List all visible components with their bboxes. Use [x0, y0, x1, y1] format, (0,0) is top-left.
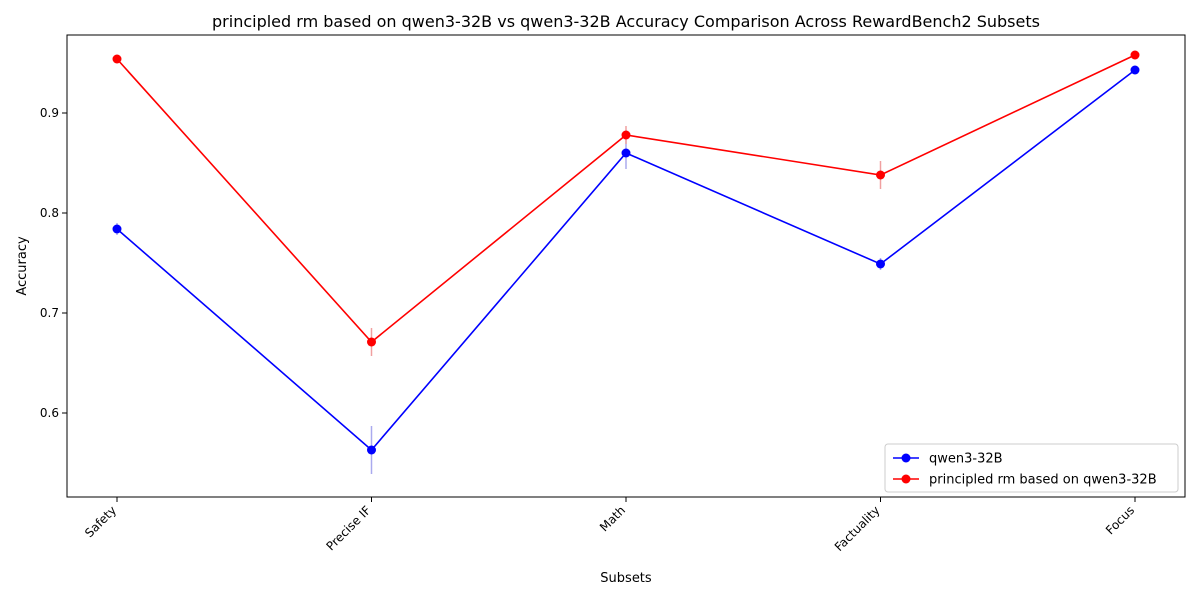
y-axis: 0.6 0.7 0.8 0.9	[40, 106, 67, 420]
x-tick-label: Precise IF	[323, 503, 373, 553]
data-point	[112, 224, 122, 234]
series-principled-rm	[112, 50, 1140, 356]
legend: qwen3-32B principled rm based on qwen3-32…	[884, 443, 1179, 493]
data-point	[876, 170, 885, 180]
data-point	[1130, 65, 1140, 75]
y-tick-label: 0.9	[40, 106, 59, 120]
legend-marker	[901, 453, 911, 463]
chart-title: principled rm based on qwen3-32B vs qwen…	[212, 12, 1040, 31]
legend-label: principled rm based on qwen3-32B	[929, 473, 1157, 488]
data-point	[621, 148, 631, 158]
y-axis-label: Accuracy	[15, 236, 30, 296]
x-tick-label: Factuality	[832, 503, 883, 554]
data-point	[876, 259, 885, 269]
legend-marker	[901, 474, 911, 484]
x-tick-label: Safety	[82, 503, 119, 540]
data-point	[367, 445, 376, 455]
y-tick-label: 0.8	[40, 206, 59, 220]
x-axis: Safety Precise IF Math Factuality Focus	[82, 497, 1137, 554]
data-point	[112, 54, 122, 64]
x-tick-label: Math	[597, 503, 628, 534]
x-axis-label: Subsets	[600, 571, 652, 586]
series-line	[116, 54, 1136, 344]
data-point	[367, 337, 376, 347]
data-point	[1130, 50, 1140, 60]
legend-label: qwen3-32B	[929, 452, 1003, 467]
series-layer	[112, 50, 1140, 474]
legend-box	[884, 443, 1179, 493]
x-tick-label: Focus	[1103, 503, 1137, 537]
data-point	[621, 130, 631, 140]
y-tick-label: 0.6	[40, 406, 59, 420]
y-tick-label: 0.7	[40, 306, 59, 320]
plot-area-frame	[66, 34, 1186, 498]
